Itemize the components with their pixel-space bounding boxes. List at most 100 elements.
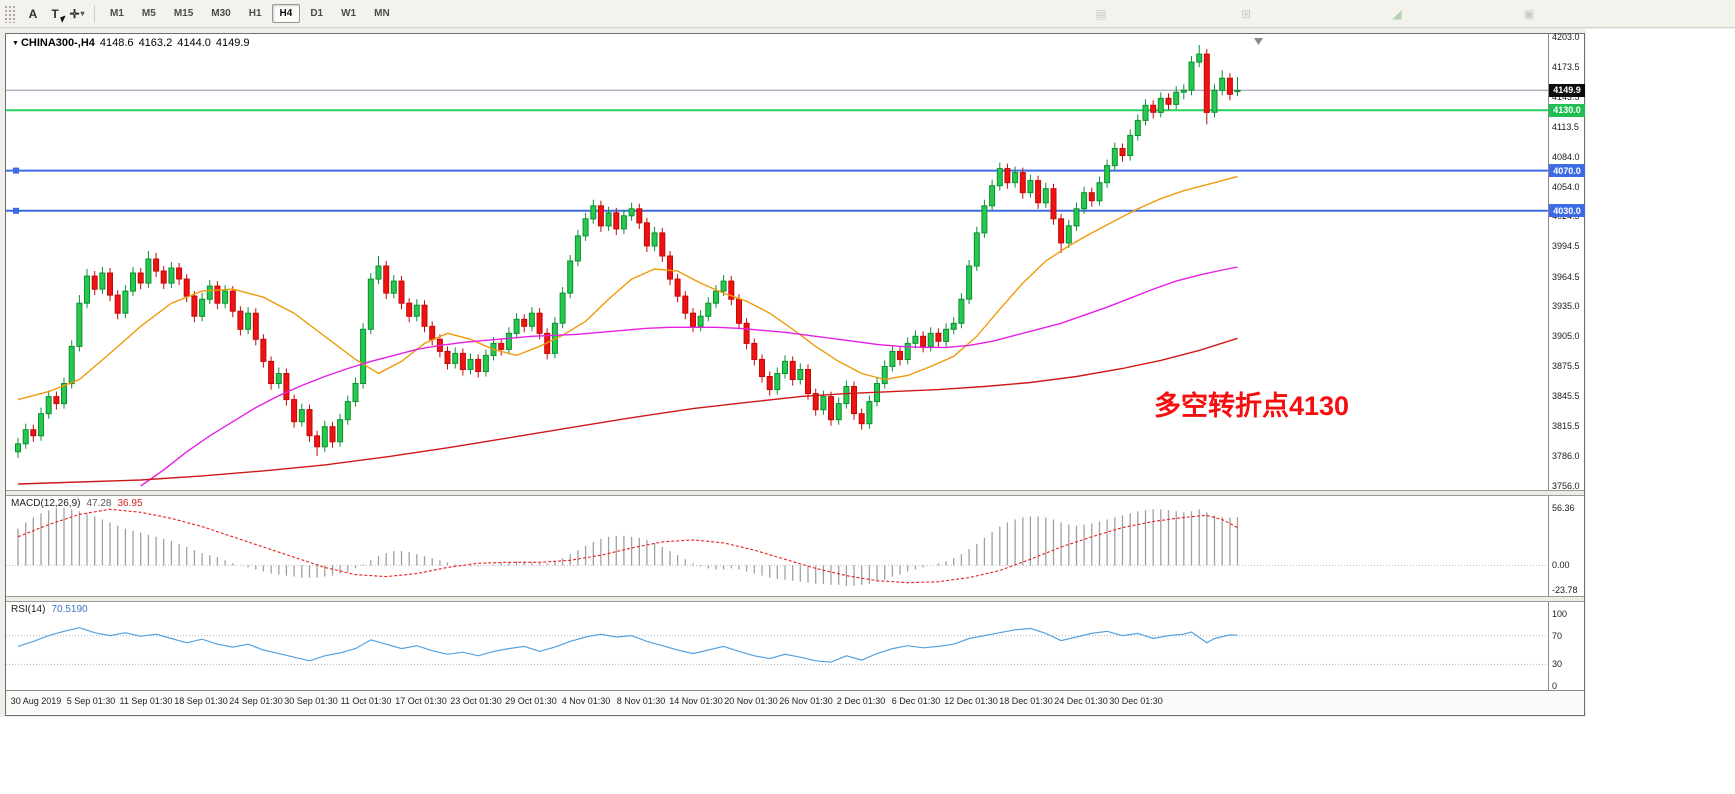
macd-axis-label: 0.00 bbox=[1552, 560, 1570, 571]
top-toolbar: A T ◤ ✛ ▾ M1 M5 M15 M30 H1 H4 D1 W1 MN ▤ ⊞ ◢ ▣ bbox=[0, 0, 1735, 28]
horizontal-line-4070-handle[interactable] bbox=[13, 167, 19, 174]
time-axis-label: 24 Dec 01:30 bbox=[1054, 696, 1108, 706]
time-axis-label: 11 Oct 01:30 bbox=[340, 696, 392, 706]
time-axis-label: 8 Nov 01:30 bbox=[616, 696, 666, 706]
ohlc-high: 4163.2 bbox=[138, 37, 173, 49]
chart-annotation-text[interactable]: 多空转折点4130 bbox=[1154, 391, 1350, 421]
current-price-line-price-box: 4149.9 bbox=[1549, 83, 1585, 97]
time-axis-label: 6 Dec 01:30 bbox=[891, 696, 941, 706]
time-axis-label: 26 Nov 01:30 bbox=[779, 696, 833, 706]
time-axis-label: 17 Oct 01:30 bbox=[395, 696, 447, 706]
price-axis-label: 3875.5 bbox=[1552, 361, 1580, 371]
text-label-tool-button[interactable]: A bbox=[22, 4, 44, 24]
price-axis-label: 3994.5 bbox=[1552, 241, 1580, 252]
toolbar-faded-icon-1[interactable]: ▤ bbox=[1095, 7, 1107, 21]
time-axis[interactable]: 30 Aug 2019 5 Sep 01:30 11 Sep 01:30 18 Sep… bbox=[6, 690, 1584, 715]
price-axis-label: 3815.5 bbox=[1552, 421, 1580, 432]
ma-fast-line bbox=[17, 175, 1238, 401]
time-axis-label: 14 Nov 01:30 bbox=[669, 696, 723, 706]
macd-panel: MACD(12,26,9) 47.28 36.95 56.36 0.00 -23.78 bbox=[6, 496, 1584, 596]
chart-window: ▼ CHINA300-,H4 4148.6 4163.2 4144.0 4149.9 多空… bbox=[5, 32, 1585, 716]
timeframe-button-m1[interactable]: M1 bbox=[110, 8, 124, 19]
timeframe-button-w1[interactable]: W1 bbox=[341, 8, 357, 19]
rsi-axis-label: 100 bbox=[1552, 609, 1568, 619]
time-axis-label: 30 Dec 01:30 bbox=[1109, 696, 1163, 706]
timeframe-button-h4[interactable]: H4 bbox=[271, 4, 301, 23]
horizontal-line-4130-price-box: 4130.0 bbox=[1549, 103, 1585, 117]
macd-signal-line bbox=[17, 508, 1238, 584]
time-axis-label: 30 Sep 01:30 bbox=[284, 696, 338, 706]
toolbar-faded-icon-3[interactable]: ◢ bbox=[1392, 7, 1402, 21]
crosshair-icon: ✛ bbox=[69, 6, 80, 21]
rsi-axis-label: 30 bbox=[1552, 659, 1563, 670]
rsi-label: RSI(14) bbox=[11, 604, 46, 615]
rsi-canvas[interactable] bbox=[6, 602, 1548, 690]
price-axis-label: 3935.0 bbox=[1552, 301, 1580, 312]
panel-separator[interactable] bbox=[6, 490, 1584, 496]
empty-workspace-area bbox=[1586, 29, 1735, 794]
ohlc-open: 4148.6 bbox=[99, 37, 134, 49]
macd-main-value: 47.28 bbox=[86, 498, 112, 509]
cursor-tool-icon: T bbox=[51, 6, 59, 21]
panel-separator[interactable] bbox=[6, 596, 1584, 602]
chart-shift-marker[interactable] bbox=[1254, 38, 1263, 45]
chevron-down-icon: ▾ bbox=[80, 9, 85, 18]
macd-label: MACD(12,26,9) bbox=[11, 498, 81, 509]
macd-signal-value: 36.95 bbox=[117, 498, 143, 509]
empty-bottom-area bbox=[0, 717, 1735, 794]
price-axis-label: 4173.5 bbox=[1552, 61, 1580, 72]
timeframe-button-h1[interactable]: H1 bbox=[248, 8, 262, 19]
time-axis-label: 30 Aug 2019 bbox=[10, 696, 62, 706]
ma-mid-line bbox=[140, 266, 1238, 487]
macd-axis[interactable]: 56.36 0.00 -23.78 bbox=[1548, 496, 1584, 596]
price-axis-label: 4113.5 bbox=[1552, 121, 1579, 132]
macd-histogram bbox=[17, 508, 1239, 586]
ohlc-low: 4144.0 bbox=[177, 37, 211, 49]
price-axis-label: 4054.0 bbox=[1552, 181, 1580, 192]
toolbar-faded-icon-2[interactable]: ⊞ bbox=[1240, 7, 1252, 21]
price-axis-label: 3786.0 bbox=[1552, 450, 1580, 461]
macd-title: MACD(12,26,9) 47.28 36.95 bbox=[11, 498, 143, 509]
price-axis-label: 4203.0 bbox=[1552, 32, 1580, 42]
symbol-period-label: CHINA300-,H4 bbox=[20, 37, 95, 49]
price-axis-label: 3905.0 bbox=[1552, 331, 1580, 342]
rsi-title: RSI(14) 70.5190 bbox=[11, 604, 88, 615]
time-axis-label: 23 Oct 01:30 bbox=[450, 696, 502, 706]
timeframe-button-m15[interactable]: M15 bbox=[173, 8, 194, 19]
toolbar-faded-icon-4[interactable]: ▣ bbox=[1523, 7, 1535, 21]
time-axis-label: 2 Dec 01:30 bbox=[836, 696, 886, 706]
time-axis-label: 29 Oct 01:30 bbox=[505, 696, 557, 706]
text-label-tool-icon: A bbox=[28, 6, 38, 21]
price-axis-label: 3845.5 bbox=[1552, 391, 1580, 402]
macd-canvas[interactable] bbox=[6, 496, 1548, 596]
price-axis-label: 3756.0 bbox=[1552, 481, 1580, 491]
price-axis-label: 4143.5 bbox=[1552, 91, 1580, 102]
timeframe-button-d1[interactable]: D1 bbox=[310, 8, 324, 19]
time-axis-label: 5 Sep 01:30 bbox=[66, 696, 116, 706]
toolbar-grip-icon[interactable] bbox=[4, 4, 17, 23]
timeframe-button-m5[interactable]: M5 bbox=[141, 8, 156, 19]
candlestick-series bbox=[15, 45, 1241, 458]
main-chart-canvas[interactable] bbox=[6, 34, 1548, 490]
rsi-axis-label: 70 bbox=[1552, 630, 1563, 641]
time-axis-label: 18 Dec 01:30 bbox=[999, 696, 1053, 706]
rsi-value: 70.5190 bbox=[51, 604, 88, 615]
time-axis-label: 24 Sep 01:30 bbox=[229, 696, 283, 706]
price-axis[interactable]: 4203.04173.54143.54113.54084.04054.04024… bbox=[1548, 32, 1585, 491]
timeframe-button-m30[interactable]: M30 bbox=[211, 8, 231, 19]
rsi-axis-label: 0 bbox=[1552, 681, 1558, 691]
horizontal-line-4070-price-box: 4070.0 bbox=[1549, 164, 1585, 178]
rsi-axis[interactable]: 100 70 30 0 bbox=[1548, 602, 1584, 691]
cursor-tool-button[interactable]: T ◤ bbox=[44, 4, 67, 24]
horizontal-line-4030-handle[interactable] bbox=[13, 207, 19, 214]
chart-title: ▼ CHINA300-,H4 4148.6 4163.2 4144.0 4149.9 bbox=[12, 37, 250, 49]
symbol-caret-icon: ▼ bbox=[12, 40, 19, 47]
crosshair-tool-button[interactable]: ✛ ▾ bbox=[66, 4, 88, 24]
timeframe-button-group: M1 M5 M15 M30 H1 H4 D1 W1 MN bbox=[101, 4, 399, 23]
price-axis-label: 4084.0 bbox=[1552, 151, 1580, 162]
price-axis-label: 3964.5 bbox=[1552, 271, 1580, 282]
timeframe-button-mn[interactable]: MN bbox=[374, 8, 390, 19]
rsi-line bbox=[17, 627, 1238, 663]
toolbar-separator bbox=[94, 4, 95, 23]
time-axis-label: 18 Sep 01:30 bbox=[174, 696, 228, 706]
